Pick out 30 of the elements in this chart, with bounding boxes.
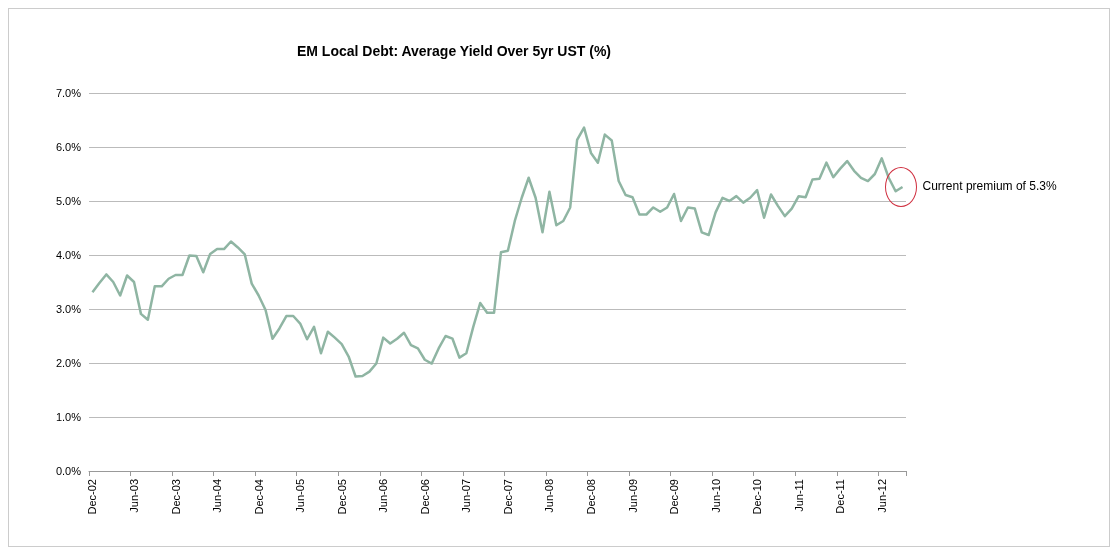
x-tick-label: Jun-05 bbox=[294, 479, 307, 513]
x-tick-label: Dec-02 bbox=[86, 479, 99, 515]
y-tick-label: 6.0% bbox=[55, 141, 82, 153]
x-tick-label: Dec-04 bbox=[252, 479, 265, 515]
y-tick-label: 3.0% bbox=[55, 303, 82, 315]
x-tick-label: Jun-09 bbox=[626, 479, 639, 513]
x-tick-label: Jun-08 bbox=[543, 479, 556, 513]
x-tick-label: Jun-03 bbox=[128, 479, 140, 513]
x-tick-label: Dec-06 bbox=[418, 479, 431, 515]
x-tick-label: Jun-12 bbox=[875, 479, 888, 513]
x-tick-label: Jun-07 bbox=[460, 479, 473, 513]
x-tick-label: Dec-10 bbox=[751, 479, 764, 515]
x-tick-label: Jun-11 bbox=[792, 479, 805, 512]
text: Current premium of 5.3% bbox=[922, 178, 1057, 193]
x-tick-label: Jun-06 bbox=[377, 479, 390, 513]
x-tick-label: Jun-04 bbox=[211, 479, 224, 513]
x-tick-label: Dec-07 bbox=[501, 479, 514, 515]
y-tick-label: 4.0% bbox=[55, 249, 82, 261]
y-tick-label: 1.0% bbox=[55, 411, 82, 423]
y-tick-label: 2.0% bbox=[55, 357, 82, 369]
chart-title: EM Local Debt: Average Yield Over 5yr UST (%) bbox=[296, 43, 612, 59]
x-tick-label: Dec-09 bbox=[668, 479, 681, 515]
x-tick-label: Dec-11 bbox=[834, 479, 847, 514]
y-tick-label: 0.0% bbox=[55, 465, 82, 477]
x-tick-label: Jun-10 bbox=[709, 479, 722, 513]
x-tick-label: Dec-08 bbox=[584, 479, 597, 515]
y-tick-label: 7.0% bbox=[55, 87, 82, 99]
x-tick-label: Dec-03 bbox=[169, 479, 182, 515]
y-tick-label: 5.0% bbox=[55, 195, 82, 207]
x-tick-label: Dec-05 bbox=[335, 479, 348, 515]
